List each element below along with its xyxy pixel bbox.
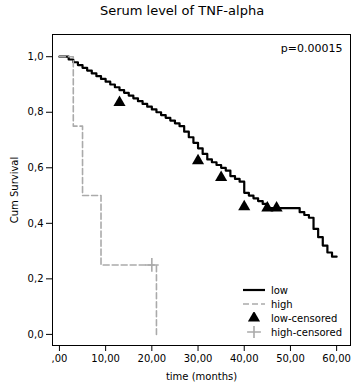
svg-text:10,00: 10,00 — [91, 353, 120, 364]
svg-text:40,00: 40,00 — [230, 353, 259, 364]
html-text:Serum level of TNF-alpha: Serum level of TNF-alpha — [99, 3, 265, 18]
svg-text:0,8: 0,8 — [28, 106, 44, 117]
svg-text:p=0.00015: p=0.00015 — [281, 42, 343, 55]
svg-text:time (months): time (months) — [166, 371, 237, 382]
html-text:low-censored: low-censored — [270, 312, 338, 324]
svg-text:20,00: 20,00 — [138, 353, 167, 364]
svg-text:30,00: 30,00 — [184, 353, 213, 364]
svg-text:,00: ,00 — [51, 353, 67, 364]
html-text:high-censored: high-censored — [270, 326, 342, 338]
svg-text:60,00: 60,00 — [322, 353, 351, 364]
svg-text:0,4: 0,4 — [28, 218, 44, 229]
svg-text:50,00: 50,00 — [276, 353, 305, 364]
svg-text:Cum Survival: Cum Survival — [9, 157, 20, 224]
svg-text:1,0: 1,0 — [28, 51, 44, 62]
html-text:high: high — [270, 298, 293, 310]
svg-text:0,6: 0,6 — [28, 162, 44, 173]
svg-text:0,2: 0,2 — [28, 273, 44, 284]
svg-text:0,0: 0,0 — [28, 329, 44, 340]
html-text:low: low — [270, 284, 288, 296]
